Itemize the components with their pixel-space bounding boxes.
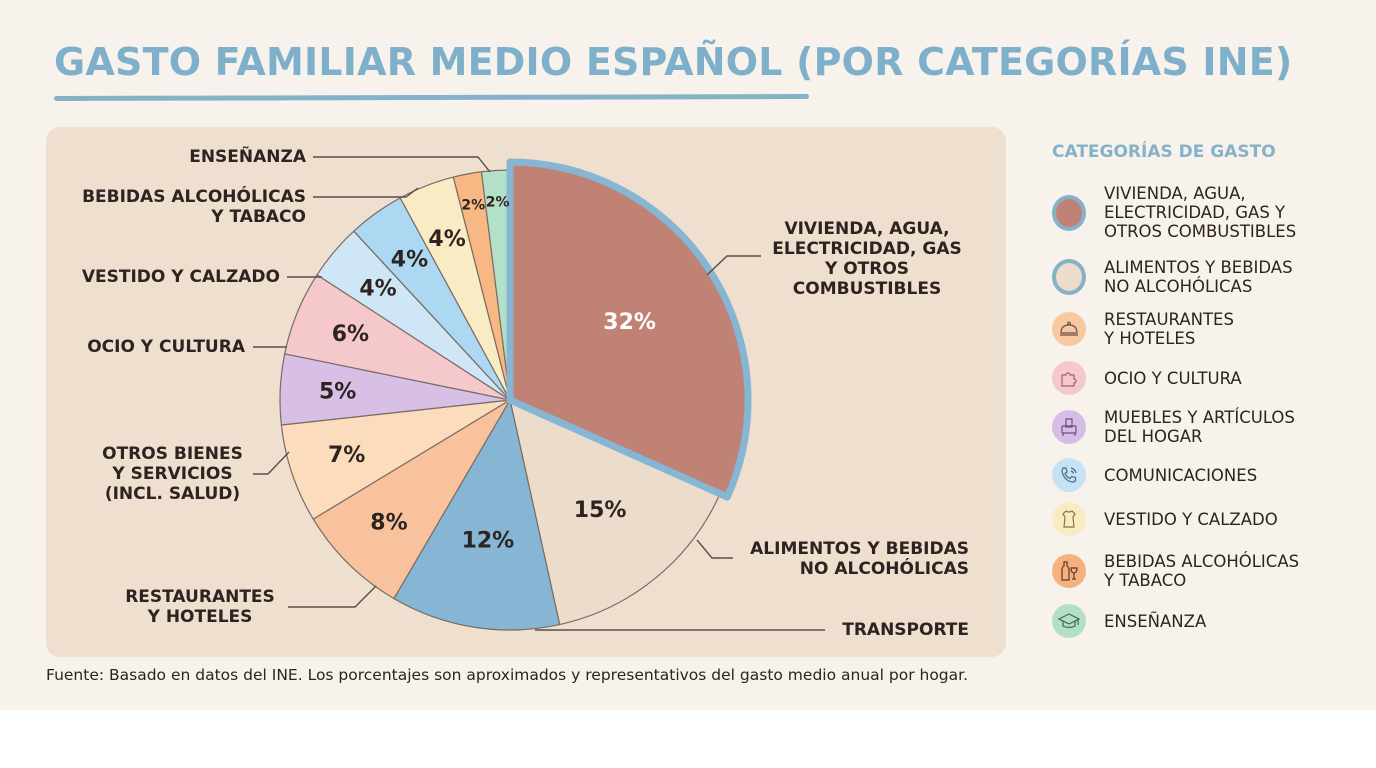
legend-title: CATEGORÍAS DE GASTO xyxy=(1052,142,1276,162)
ext-label-transporte: TRANSPORTE xyxy=(842,620,969,640)
pie-label-otros-bienes-y-servicios-incl-salud: 7% xyxy=(328,443,365,468)
phone-icon xyxy=(1052,458,1086,492)
ext-label-bebidas-line2: Y TABACO xyxy=(211,207,306,227)
ext-label-otros-line1: OTROS BIENES xyxy=(102,444,243,464)
pie-label-ensenanza: 2% xyxy=(486,195,510,211)
pie-label-transporte: 12% xyxy=(462,528,515,553)
ext-label-bebidas: BEBIDAS ALCOHÓLICAS Y TABACO xyxy=(60,187,306,227)
ext-label-otros-line3: (INCL. SALUD) xyxy=(104,484,241,504)
page-title: GASTO FAMILIAR MEDIO ESPAÑOL (POR CATEGO… xyxy=(54,40,1293,84)
legend-item: BEBIDAS ALCOHÓLICAS Y TABACO xyxy=(1052,552,1299,590)
pie-label-vivienda-agua-electricidad-gas-y-otros-combustibles: 32% xyxy=(603,310,656,335)
pie-slice-vivienda-agua-electricidad-gas-y-otros-combustibles xyxy=(506,158,752,501)
legend-item: ENSEÑANZA xyxy=(1052,604,1206,638)
infographic-page: GASTO FAMILIAR MEDIO ESPAÑOL (POR CATEGO… xyxy=(0,0,1376,710)
bottle-glass-icon xyxy=(1052,554,1086,588)
leader-line-restaurantes xyxy=(288,585,377,608)
legend-item: COMUNICACIONES xyxy=(1052,458,1257,492)
legend-swatch xyxy=(1052,259,1086,295)
pie-slices xyxy=(279,158,752,631)
graduation-cap-icon xyxy=(1052,604,1086,638)
ext-label-vivienda-line4: COMBUSTIBLES xyxy=(792,279,942,299)
legend-label: OCIO Y CULTURA xyxy=(1104,368,1242,388)
leader-line-ensenanza xyxy=(313,156,491,173)
ext-label-ensenanza: ENSEÑANZA xyxy=(189,147,306,167)
pie-chart: 32%15%12%8%7%5%6%4%4%4%2% 2% xyxy=(253,156,825,631)
ext-label-restaurantes: RESTAURANTES Y HOTELES xyxy=(115,587,285,627)
pie-slice-alimentos-y-bebidas-no-alcoholicas xyxy=(509,399,721,626)
dress-icon xyxy=(1052,502,1086,536)
ext-label-alimentos-line1: ALIMENTOS Y BEBIDAS xyxy=(750,539,969,559)
ext-label-alimentos: ALIMENTOS Y BEBIDAS NO ALCOHÓLICAS xyxy=(735,539,969,579)
legend-item: RESTAURANTES Y HOTELES xyxy=(1052,310,1234,348)
pie-percent-labels: 32%15%12%8%7%5%6%4%4%4%2% 2% xyxy=(319,195,656,554)
pie-label-alimentos-y-bebidas-no-alcoholicas: 15% xyxy=(574,498,627,523)
legend-item: ALIMENTOS Y BEBIDAS NO ALCOHÓLICAS xyxy=(1052,258,1293,296)
legend-label: VESTIDO Y CALZADO xyxy=(1104,509,1278,529)
legend-swatch xyxy=(1052,194,1086,231)
legend-label: COMUNICACIONES xyxy=(1104,465,1258,485)
pie-label-ocio-y-cultura: 6% xyxy=(332,322,369,347)
pie-label-muebles-y-articulos-del-hogar: 5% xyxy=(319,379,356,404)
ext-label-vivienda-line2: ELECTRICIDAD, GAS xyxy=(772,239,962,259)
ext-label-vivienda-line1: VIVIENDA, AGUA, xyxy=(784,219,950,239)
legend-label: ALIMENTOS Y BEBIDAS NO ALCOHÓLICAS xyxy=(1104,258,1293,296)
legend-label: BEBIDAS ALCOHÓLICAS Y TABACO xyxy=(1104,552,1300,590)
puzzle-icon xyxy=(1052,361,1086,395)
legend-label: RESTAURANTES Y HOTELES xyxy=(1104,310,1234,348)
legend-item: MUEBLES Y ARTÍCULOS DEL HOGAR xyxy=(1052,408,1295,446)
legend-label: VIVIENDA, AGUA, ELECTRICIDAD, GAS Y OTRO… xyxy=(1104,184,1297,241)
ext-label-bebidas-line1: BEBIDAS ALCOHÓLICAS xyxy=(82,187,306,207)
pie-slice-transporte xyxy=(393,399,561,631)
legend-item: VIVIENDA, AGUA, ELECTRICIDAD, GAS Y OTRO… xyxy=(1052,184,1296,241)
ext-label-restaurantes-line1: RESTAURANTES xyxy=(125,587,275,607)
ext-label-otros: OTROS BIENES Y SERVICIOS (INCL. SALUD) xyxy=(90,444,255,504)
ext-label-otros-line2: Y SERVICIOS xyxy=(112,464,233,484)
ext-label-vivienda-line3: Y OTROS xyxy=(824,259,910,279)
pie-label-restaurantes-y-hoteles: 8% xyxy=(370,510,407,535)
pie-label-comunicaciones: 4% xyxy=(359,276,396,301)
ext-label-alimentos-line2: NO ALCOHÓLICAS xyxy=(799,559,969,579)
legend-label: MUEBLES Y ARTÍCULOS DEL HOGAR xyxy=(1104,408,1295,446)
armchair-icon xyxy=(1052,410,1086,444)
pie-slice-restaurantes-y-hoteles xyxy=(312,399,511,600)
pie-label-bebidas-alcoholicas-y-tabaco: 4% xyxy=(428,227,465,252)
ext-label-ocio: OCIO Y CULTURA xyxy=(87,337,245,357)
ext-label-vestido: VESTIDO Y CALZADO xyxy=(81,267,280,287)
leader-line-vivienda xyxy=(706,255,761,276)
legend-item: OCIO Y CULTURA xyxy=(1052,361,1242,395)
leader-line-otros xyxy=(253,451,290,475)
pie-label-bebidas-alcoholicas-y-tabaco-2: 2% xyxy=(461,198,485,214)
leader-lines xyxy=(253,156,825,631)
ext-label-restaurantes-line2: Y HOTELES xyxy=(147,607,253,627)
legend-label: ENSEÑANZA xyxy=(1104,611,1207,631)
leader-line-alimentos xyxy=(696,539,733,559)
pie-label-vestido-y-calzado: 4% xyxy=(391,247,428,272)
legend: CATEGORÍAS DE GASTO VIVIENDA, AGUA, ELEC… xyxy=(1052,142,1352,638)
leader-line-bebidas xyxy=(313,187,419,198)
cloche-icon xyxy=(1052,312,1086,346)
source-footnote: Fuente: Basado en datos del INE. Los por… xyxy=(46,666,969,684)
legend-item: VESTIDO Y CALZADO xyxy=(1052,502,1278,536)
ext-label-vivienda: VIVIENDA, AGUA, ELECTRICIDAD, GAS Y OTRO… xyxy=(762,219,972,299)
